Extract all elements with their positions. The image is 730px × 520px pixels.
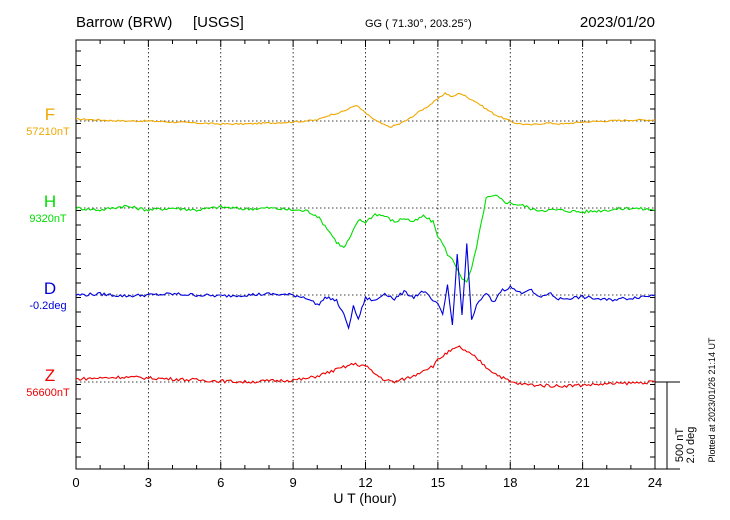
x-tick-label: 6 [217,475,224,490]
traces-layer [75,91,656,388]
trace-f [76,91,656,128]
x-tick-labels: 0 3 6 9 12 15 18 21 24 [72,475,662,490]
x-tick-label: 9 [290,475,297,490]
trace-name-h: H [44,192,56,211]
x-tick-label: 24 [648,475,662,490]
trace-baseline-f: 57210nT [26,126,70,138]
trace-baseline-d: -0.2deg [29,300,66,312]
trace-name-f: F [45,105,55,124]
coords-label: GG ( 71.30°, 203.25°) [365,18,472,30]
trace-baseline-z: 56600nT [26,387,70,399]
axis-ticks [75,40,656,469]
date-label: 2023/01/20 [580,14,655,31]
trace-z [75,345,656,388]
x-tick-label: 3 [145,475,152,490]
station-title: Barrow (BRW) [76,14,172,31]
plotted-at-label: Plotted at 2023/01/26 21:14 UT [707,337,717,463]
trace-name-z: Z [45,366,55,385]
x-tick-label: 0 [72,475,79,490]
x-axis-label: U T (hour) [333,490,396,506]
trace-baseline-h: 9320nT [29,213,67,225]
trace-labels: F 57210nT H 9320nT D -0.2deg Z 56600nT [26,105,70,399]
grid-lines [76,40,655,469]
scale-nt-label: 500 nT [674,428,686,463]
source-label: [USGS] [193,14,244,31]
trace-d [75,243,656,331]
x-tick-label: 12 [358,475,372,490]
x-tick-label: 18 [503,475,517,490]
trace-name-d: D [44,279,56,298]
scale-bar: 500 nT 2.0 deg [655,381,697,470]
trace-h [75,194,656,283]
x-tick-label: 21 [575,475,589,490]
x-tick-label: 15 [431,475,445,490]
scale-deg-label: 2.0 deg [685,427,697,464]
